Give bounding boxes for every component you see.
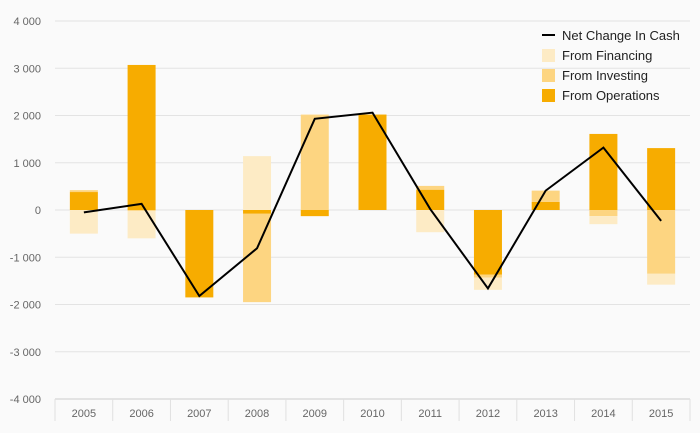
y-tick-label: -2 000 bbox=[10, 300, 41, 312]
y-axis-ticks: -4 000 -3 000 -2 000 -1 000 0 1 000 2 000 3 000… bbox=[10, 16, 41, 406]
x-tick-label: 2005 bbox=[72, 408, 96, 420]
y-tick-label: 4 000 bbox=[13, 16, 41, 28]
bar-from-financing-2009 bbox=[300, 114, 329, 116]
y-tick-label: -1 000 bbox=[10, 252, 41, 264]
bar-from-operations-2006 bbox=[127, 64, 156, 210]
bar-from-investing-2013 bbox=[531, 190, 560, 202]
bar-from-operations-2005 bbox=[69, 192, 98, 210]
bar-from-investing-2011 bbox=[416, 185, 445, 190]
bar-from-operations-2015 bbox=[647, 148, 676, 210]
y-tick-label: -4 000 bbox=[10, 394, 41, 406]
bar-from-financing-2014 bbox=[589, 216, 618, 225]
bar-from-financing-2015 bbox=[647, 273, 676, 285]
bar-from-operations-2013 bbox=[531, 201, 560, 210]
legend-swatch-from-financing bbox=[542, 49, 555, 62]
x-tick-label: 2013 bbox=[533, 408, 557, 420]
bar-from-investing-2006 bbox=[127, 210, 156, 211]
bar-from-investing-2009 bbox=[300, 115, 329, 210]
y-tick-label: 1 000 bbox=[13, 158, 41, 170]
bar-from-investing-2005 bbox=[69, 190, 98, 193]
legend: Net Change In Cash From Financing From Inv… bbox=[542, 28, 680, 103]
bar-from-operations-2014 bbox=[589, 133, 618, 210]
x-tick-label: 2015 bbox=[649, 408, 673, 420]
net-change-line bbox=[83, 111, 662, 298]
bar-from-investing-2012 bbox=[473, 274, 502, 278]
x-tick-label: 2007 bbox=[187, 408, 211, 420]
legend-label-from-operations: From Operations bbox=[562, 88, 660, 103]
bar-from-operations-2011 bbox=[416, 189, 445, 210]
bar-from-financing-2006 bbox=[127, 210, 156, 239]
legend-label-from-investing: From Investing bbox=[562, 68, 648, 83]
y-tick-label: 2 000 bbox=[13, 111, 41, 123]
bar-from-operations-2009 bbox=[300, 210, 329, 217]
x-tick-label: 2009 bbox=[303, 408, 327, 420]
x-tick-label: 2014 bbox=[591, 408, 615, 420]
bar-from-financing-2005 bbox=[69, 210, 98, 234]
bar-from-financing-2012 bbox=[473, 277, 502, 290]
line-net-change-in-cash bbox=[83, 111, 662, 298]
bar-from-operations-2008 bbox=[243, 210, 272, 214]
y-tick-label: 3 000 bbox=[13, 63, 41, 75]
x-axis: 2005 2006 2007 2008 2009 2010 2011 2012 2013 2014… bbox=[54, 398, 691, 421]
y-tick-label: -3 000 bbox=[10, 347, 41, 359]
x-tick-label: 2011 bbox=[418, 408, 442, 420]
legend-label-net-change-in-cash: Net Change In Cash bbox=[562, 28, 680, 43]
bar-from-operations-2007 bbox=[185, 210, 214, 298]
x-tick-label: 2010 bbox=[360, 408, 384, 420]
bar-from-financing-2011 bbox=[416, 210, 445, 233]
bar-from-financing-2008 bbox=[243, 156, 272, 210]
legend-swatch-from-operations bbox=[542, 89, 555, 102]
x-tick-label: 2006 bbox=[129, 408, 153, 420]
legend-label-from-financing: From Financing bbox=[562, 48, 652, 63]
legend-swatch-from-investing bbox=[542, 69, 555, 82]
bar-from-investing-2014 bbox=[589, 210, 618, 217]
x-tick-label: 2008 bbox=[245, 408, 269, 420]
bar-from-operations-2010 bbox=[358, 114, 387, 210]
bar-from-operations-2012 bbox=[473, 210, 502, 275]
x-tick-label: 2012 bbox=[476, 408, 500, 420]
y-tick-label: 0 bbox=[35, 205, 41, 217]
